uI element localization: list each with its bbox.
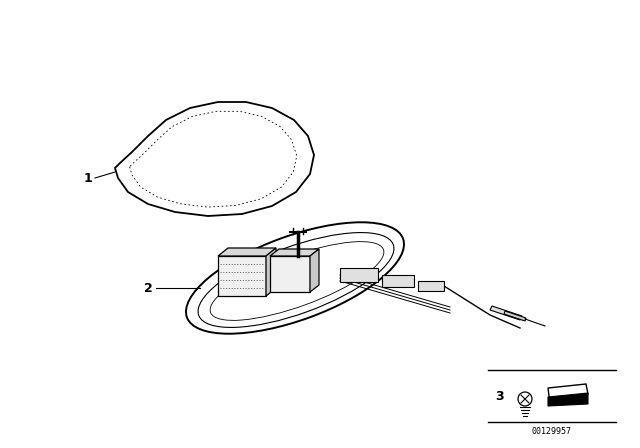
Polygon shape: [266, 248, 276, 296]
Polygon shape: [382, 275, 414, 287]
Polygon shape: [548, 393, 588, 406]
Polygon shape: [490, 306, 522, 320]
Text: 3: 3: [496, 389, 504, 402]
Text: 00129957: 00129957: [532, 427, 572, 436]
Text: 1: 1: [84, 172, 92, 185]
Polygon shape: [504, 311, 526, 321]
Polygon shape: [270, 256, 310, 292]
Polygon shape: [218, 248, 276, 256]
Text: 2: 2: [143, 281, 152, 294]
Polygon shape: [310, 249, 319, 292]
Polygon shape: [340, 268, 378, 282]
Polygon shape: [418, 281, 444, 291]
Polygon shape: [270, 249, 319, 256]
Polygon shape: [218, 256, 266, 296]
